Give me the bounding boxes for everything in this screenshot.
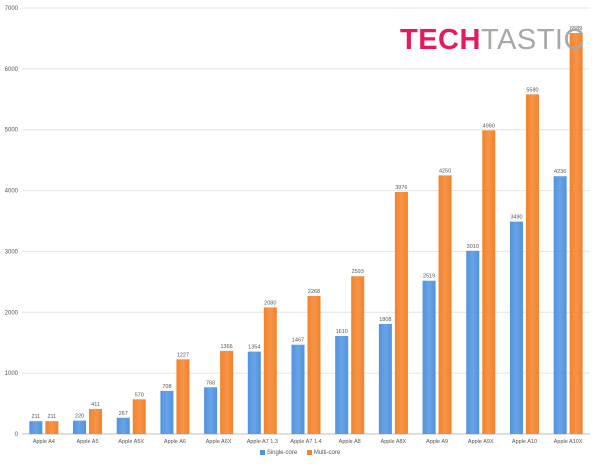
bar-multi-core	[89, 408, 103, 434]
x-tick-label: Apple A9X	[468, 439, 494, 445]
y-axis-tick-labels: 0 1000 2000 3000 4000 5000 6000 7000	[5, 6, 19, 438]
y-tick-label: 3000	[5, 249, 19, 255]
x-axis-category-labels: Apple A4 Apple A5 Apple A5X Apple A6 Apple A…	[33, 439, 583, 445]
data-label: 2080	[264, 300, 276, 306]
data-label: 4250	[439, 168, 451, 174]
bar-single-core	[466, 250, 480, 434]
bar-single-core	[29, 421, 43, 434]
data-label: 2268	[308, 289, 320, 295]
data-label: 570	[135, 392, 144, 398]
data-label: 1227	[177, 352, 189, 358]
data-label: 1610	[336, 329, 348, 335]
bar-single-core	[378, 323, 392, 434]
bar-multi-core	[482, 130, 496, 434]
bar-multi-core	[132, 399, 146, 434]
bar-multi-core	[307, 295, 321, 434]
y-tick-label: 1000	[5, 371, 19, 377]
data-label: 211	[31, 414, 40, 420]
x-tick-label: Apple A6X	[206, 439, 232, 445]
bar-single-core	[116, 417, 130, 434]
x-tick-label: Apple A9	[426, 439, 448, 445]
bar-single-core	[422, 280, 436, 434]
techtastic-logo: TECHTASTIC	[400, 24, 585, 57]
y-tick-label: 6000	[5, 67, 19, 73]
y-tick-label: 2000	[5, 310, 19, 316]
data-label: 4990	[483, 123, 495, 129]
x-tick-label: Apple A8	[339, 439, 361, 445]
y-tick-label: 4000	[5, 189, 19, 195]
data-label: 411	[91, 402, 100, 408]
grid-lines	[22, 7, 590, 435]
data-labels: 211 211 220 411 267 570 708 1227 768 1366 1354 2080…	[31, 26, 582, 420]
bar-single-core	[247, 351, 261, 434]
bar-multi-core	[176, 359, 190, 434]
bar-single-core	[553, 176, 567, 434]
bar-multi-core	[351, 276, 365, 434]
bar-single-core	[291, 344, 305, 434]
bar-multi-core	[263, 307, 277, 434]
legend-swatch-multi-core	[306, 450, 312, 455]
legend-label-multi-core: Multi-core	[313, 450, 341, 457]
legend-swatch-single-core	[259, 450, 265, 455]
bar-multi-core	[220, 350, 234, 434]
data-label: 1467	[292, 338, 304, 344]
bar-single-core	[73, 420, 87, 434]
data-label: 211	[47, 414, 56, 420]
legend-item-single-core: Single-core	[259, 450, 298, 457]
data-label: 3976	[395, 185, 407, 191]
x-tick-label: Apple A5X	[118, 439, 144, 445]
data-label: 220	[75, 414, 84, 420]
y-tick-label: 7000	[5, 6, 19, 12]
data-label: 1354	[248, 345, 260, 351]
bar-single-core	[160, 390, 174, 434]
x-tick-label: Apple A4	[33, 439, 55, 445]
x-tick-label: Apple A8X	[381, 439, 407, 445]
data-label: 5580	[526, 87, 538, 93]
data-label: 267	[119, 411, 128, 417]
y-tick-label: 0	[15, 432, 19, 438]
x-tick-label: Apple A6	[164, 439, 186, 445]
logo-text-tech: TECH	[400, 24, 481, 56]
x-tick-label: Apple A5	[77, 439, 99, 445]
data-label: 3490	[510, 215, 522, 221]
data-label: 768	[206, 380, 215, 386]
bars	[29, 33, 583, 434]
data-label: 2593	[352, 269, 364, 275]
x-tick-label: Apple A7 1.4	[290, 439, 321, 445]
bar-single-core	[509, 221, 523, 434]
legend-label-single-core: Single-core	[266, 450, 298, 457]
data-label: 2519	[423, 274, 435, 280]
bar-single-core	[204, 387, 218, 434]
bar-multi-core	[569, 33, 583, 434]
data-label: 6589	[570, 26, 582, 32]
y-tick-label: 5000	[5, 128, 19, 134]
bar-multi-core	[45, 421, 59, 434]
bar-single-core	[335, 336, 349, 434]
legend-item-multi-core: Multi-core	[306, 450, 341, 457]
data-label: 1366	[220, 344, 232, 350]
bar-multi-core	[394, 192, 408, 434]
bar-multi-core	[525, 94, 539, 434]
x-tick-label: Apple A10	[512, 439, 537, 445]
x-tick-label: Apple A7 1.3	[247, 439, 278, 445]
bar-multi-core	[438, 175, 452, 434]
data-label: 3010	[467, 244, 479, 250]
data-label: 1808	[379, 317, 391, 323]
data-label: 708	[162, 384, 171, 390]
chart-legend: Single-core Multi-core	[0, 450, 600, 456]
data-label: 4236	[554, 169, 566, 175]
logo-text-tastic: TASTIC	[480, 24, 585, 56]
x-tick-label: Apple A10X	[554, 439, 583, 445]
